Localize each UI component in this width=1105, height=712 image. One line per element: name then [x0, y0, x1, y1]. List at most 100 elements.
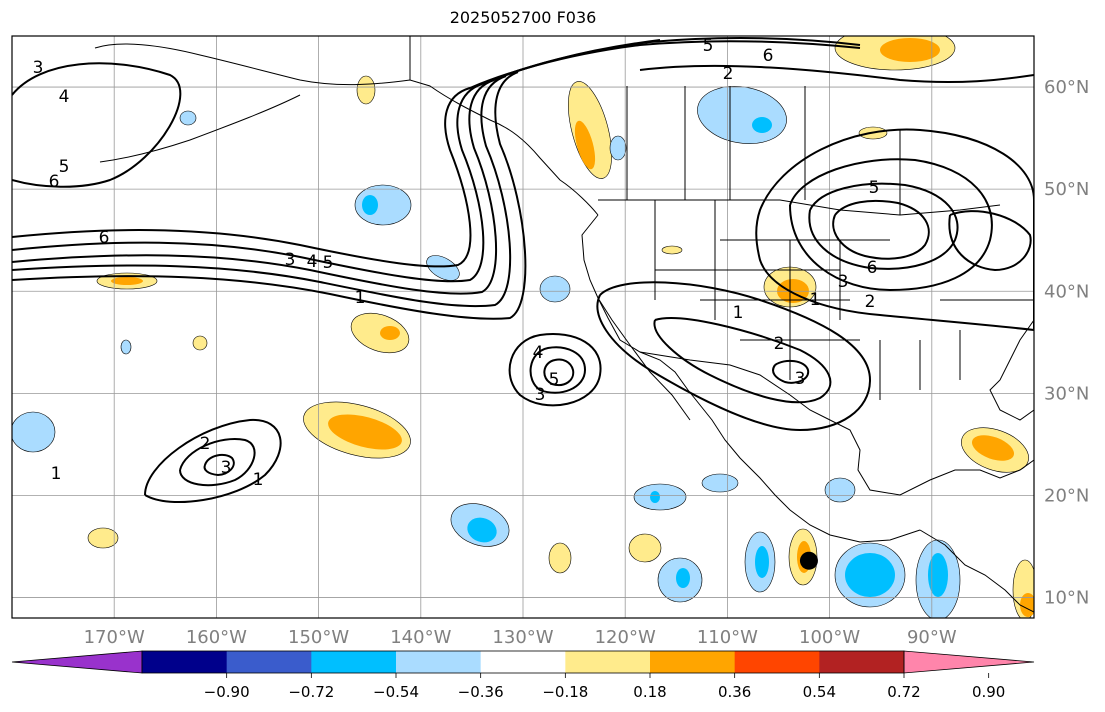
central-america-coast [919, 529, 1034, 613]
latitude-tick-label: 60°N [1044, 77, 1089, 98]
contour-cutoff-low [508, 333, 602, 407]
shaded-blob [179, 110, 197, 126]
shaded-blob [628, 533, 662, 563]
contour-label: 2 [723, 64, 734, 84]
contour-cutoff-inner-2 [543, 358, 575, 386]
aleutian-coast [99, 94, 301, 163]
contour-label: 1 [253, 470, 264, 490]
contour-label: 5 [323, 253, 334, 273]
colorbar-segment [819, 651, 905, 673]
map-frame [11, 35, 1035, 619]
longitude-labels: 170°W 160°W 150°W 140°W 130°W 120°W 110°W 100°W… [84, 627, 957, 648]
shaded-blob [87, 527, 119, 549]
contour-label: 1 [355, 288, 366, 308]
contour-label: 5 [549, 370, 560, 390]
longitude-tick-label: 160°W [186, 627, 247, 648]
contour-jet-1 [12, 40, 861, 268]
shaded-blob [548, 542, 572, 574]
shaded-blob [971, 435, 1015, 461]
latitude-tick-label: 40°N [1044, 281, 1089, 302]
shaded-blob [697, 86, 787, 144]
shaded-blob [880, 38, 940, 62]
contour-label: 6 [763, 46, 774, 66]
contour-label: 5 [703, 36, 714, 56]
shaded-blob [928, 553, 948, 597]
colorbar-extend-low [11, 650, 143, 674]
colorbar-segment [226, 651, 312, 673]
coastlines [94, 36, 1034, 613]
contour-sw-low-3 [772, 359, 810, 384]
shaded-blob [574, 120, 596, 170]
shaded-blob [111, 277, 143, 285]
colorbar-tick-label: 0.90 [972, 683, 1005, 701]
us-west-coast [581, 214, 921, 543]
contour-cutoff-inner-1 [529, 346, 587, 394]
contour-label: 4 [59, 87, 70, 107]
latitude-tick-label: 20°N [1044, 485, 1089, 506]
colorbar-segment [311, 651, 397, 673]
shaded-blob [539, 275, 571, 303]
shaded-blob [380, 326, 400, 340]
shaded-blob [120, 339, 132, 355]
baja-coast [597, 297, 691, 421]
colorbar-tick-label: 0.18 [633, 683, 666, 701]
contour-label: 1 [810, 290, 821, 310]
contour-label: 3 [795, 369, 806, 389]
us-east-coast [989, 319, 1034, 421]
contour-1-west [12, 62, 182, 188]
contour-label: 6 [49, 172, 60, 192]
contour-label: 1 [51, 464, 62, 484]
colorbar-tick-label: −0.72 [288, 683, 334, 701]
contour-label: 1 [733, 303, 744, 323]
shaded-blob [676, 568, 690, 588]
contour-label: 3 [33, 58, 44, 78]
shaded-blob [845, 553, 895, 597]
shaded-blob [1020, 593, 1034, 617]
colorbar-tick-label: 0.72 [887, 683, 920, 701]
colorbar [11, 650, 1035, 674]
longitude-tick-label: 110°W [697, 627, 758, 648]
colorbar-extend-high [903, 650, 1035, 674]
storm-marker [799, 551, 818, 570]
shaded-blob [752, 117, 772, 133]
longitude-tick-label: 100°W [799, 627, 860, 648]
colorbar-tick-label: 0.36 [718, 683, 751, 701]
shaded-blob [12, 411, 56, 453]
gulf-coast [789, 394, 1034, 496]
colorbar-tick-label: −0.54 [373, 683, 419, 701]
colorbar-tick-labels: −0.90 −0.72 −0.54 −0.36 −0.18 0.18 0.36 0.54 0.7… [204, 673, 1005, 701]
contour-label: 4 [533, 343, 544, 363]
shaded-blob [568, 81, 612, 179]
shaded-blob [609, 135, 627, 161]
latitude-labels: 60°N 50°N 40°N 30°N 20°N 10°N [1044, 77, 1089, 609]
contour-label: 5 [869, 178, 880, 198]
shaded-blob [426, 255, 460, 281]
longitude-tick-label: 130°W [492, 627, 553, 648]
contour-label: 3 [535, 385, 546, 405]
colorbar-segment [396, 651, 482, 673]
contour-great-lakes-5 [948, 210, 1032, 272]
shaded-blob [362, 195, 378, 215]
shaded-blob [824, 477, 856, 503]
contour-pacific-low-2 [179, 438, 256, 487]
longitude-tick-label: 140°W [390, 627, 451, 648]
contour-label: 3 [285, 250, 296, 270]
contour-great-lakes-3 [808, 182, 959, 270]
state-lines [654, 200, 1034, 400]
longitude-tick-label: 150°W [288, 627, 349, 648]
shaded-blob [650, 491, 660, 503]
contour-pacific-low-1 [144, 418, 282, 504]
shaded-blob [467, 517, 497, 543]
contour-sw-low-2 [653, 317, 832, 404]
alaska-coast [94, 43, 599, 216]
contour-pacific-low-3 [203, 453, 235, 477]
gridlines [12, 36, 1034, 618]
longitude-tick-label: 120°W [595, 627, 656, 648]
colorbar-tick-label: −0.36 [458, 683, 504, 701]
colorbar-outline [141, 650, 905, 674]
map-title: 2025052700 F036 [449, 8, 597, 27]
colorbar-tick-label: 0.54 [803, 683, 836, 701]
contour-label: 5 [59, 157, 70, 177]
